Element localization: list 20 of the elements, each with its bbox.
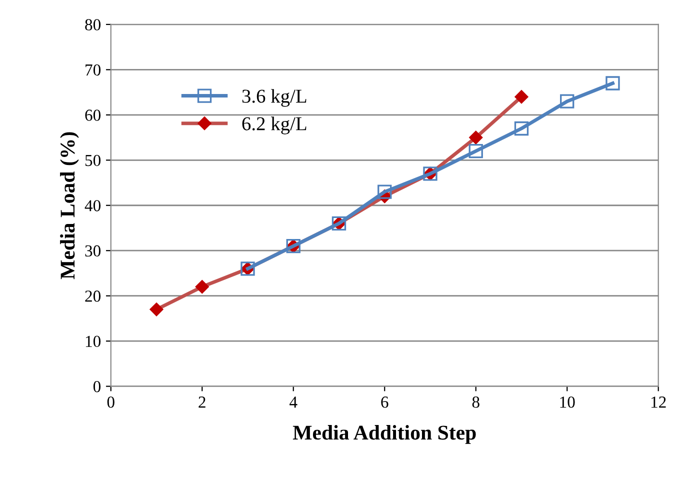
y-tick-label: 30 — [85, 245, 101, 257]
y-axis-title: Media Load (%) — [60, 132, 79, 280]
x-tick-label: 6 — [381, 396, 388, 408]
y-tick-label: 70 — [86, 64, 101, 76]
y-tick-label: 20 — [85, 290, 101, 302]
x-tick-label: 4 — [290, 396, 298, 408]
x-tick-label: 12 — [651, 396, 666, 408]
legend-label: 3.6 kg/L — [242, 89, 306, 107]
y-tick-label: 80 — [85, 19, 101, 30]
x-tick-label: 2 — [198, 396, 206, 408]
y-tick-label: 40 — [84, 200, 101, 212]
y-tick-label: 10 — [86, 336, 101, 348]
x-tick-label: 8 — [472, 396, 480, 408]
legend-label: 6.2 kg/L — [242, 116, 306, 134]
x-tick-label: 0 — [107, 396, 114, 408]
x-tick-label: 10 — [560, 396, 575, 408]
y-tick-label: 60 — [85, 110, 101, 121]
x-axis-title: Media Addition Step — [292, 425, 476, 444]
y-tick-label: 50 — [85, 154, 101, 166]
y-tick-label: 0 — [93, 381, 101, 392]
